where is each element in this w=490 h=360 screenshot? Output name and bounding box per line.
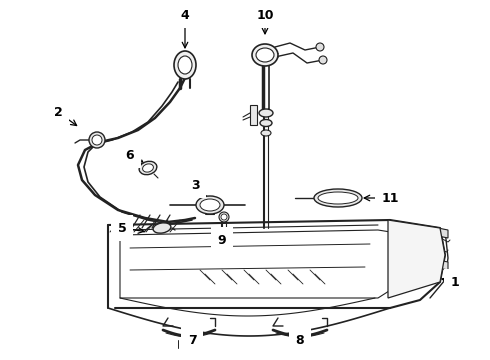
Text: 5: 5 — [118, 221, 126, 234]
Ellipse shape — [196, 196, 224, 214]
Ellipse shape — [252, 44, 278, 66]
Ellipse shape — [256, 48, 274, 62]
Ellipse shape — [153, 223, 171, 233]
Ellipse shape — [139, 161, 157, 175]
Polygon shape — [438, 228, 448, 238]
Ellipse shape — [200, 199, 220, 211]
Polygon shape — [388, 220, 445, 298]
Circle shape — [221, 214, 227, 220]
Circle shape — [319, 56, 327, 64]
Ellipse shape — [259, 109, 273, 117]
Ellipse shape — [314, 189, 362, 207]
Circle shape — [316, 43, 324, 51]
Text: 3: 3 — [191, 179, 199, 192]
Text: 10: 10 — [256, 9, 274, 22]
Circle shape — [92, 135, 102, 145]
Circle shape — [219, 212, 229, 222]
Ellipse shape — [174, 51, 196, 79]
Text: 2: 2 — [53, 105, 62, 118]
Text: 6: 6 — [126, 149, 134, 162]
Polygon shape — [250, 105, 257, 125]
Text: 4: 4 — [181, 9, 189, 22]
Circle shape — [89, 132, 105, 148]
Circle shape — [297, 332, 303, 338]
Circle shape — [184, 330, 194, 340]
Circle shape — [295, 330, 305, 340]
Ellipse shape — [178, 56, 192, 74]
Text: 9: 9 — [218, 234, 226, 247]
Text: 8: 8 — [295, 333, 304, 346]
Text: 7: 7 — [188, 333, 196, 346]
Text: 11: 11 — [381, 192, 399, 204]
Ellipse shape — [143, 164, 153, 172]
Ellipse shape — [261, 130, 271, 136]
Circle shape — [186, 332, 192, 338]
Ellipse shape — [318, 192, 358, 204]
Ellipse shape — [260, 120, 272, 126]
Polygon shape — [438, 260, 448, 270]
Text: 1: 1 — [451, 275, 460, 288]
